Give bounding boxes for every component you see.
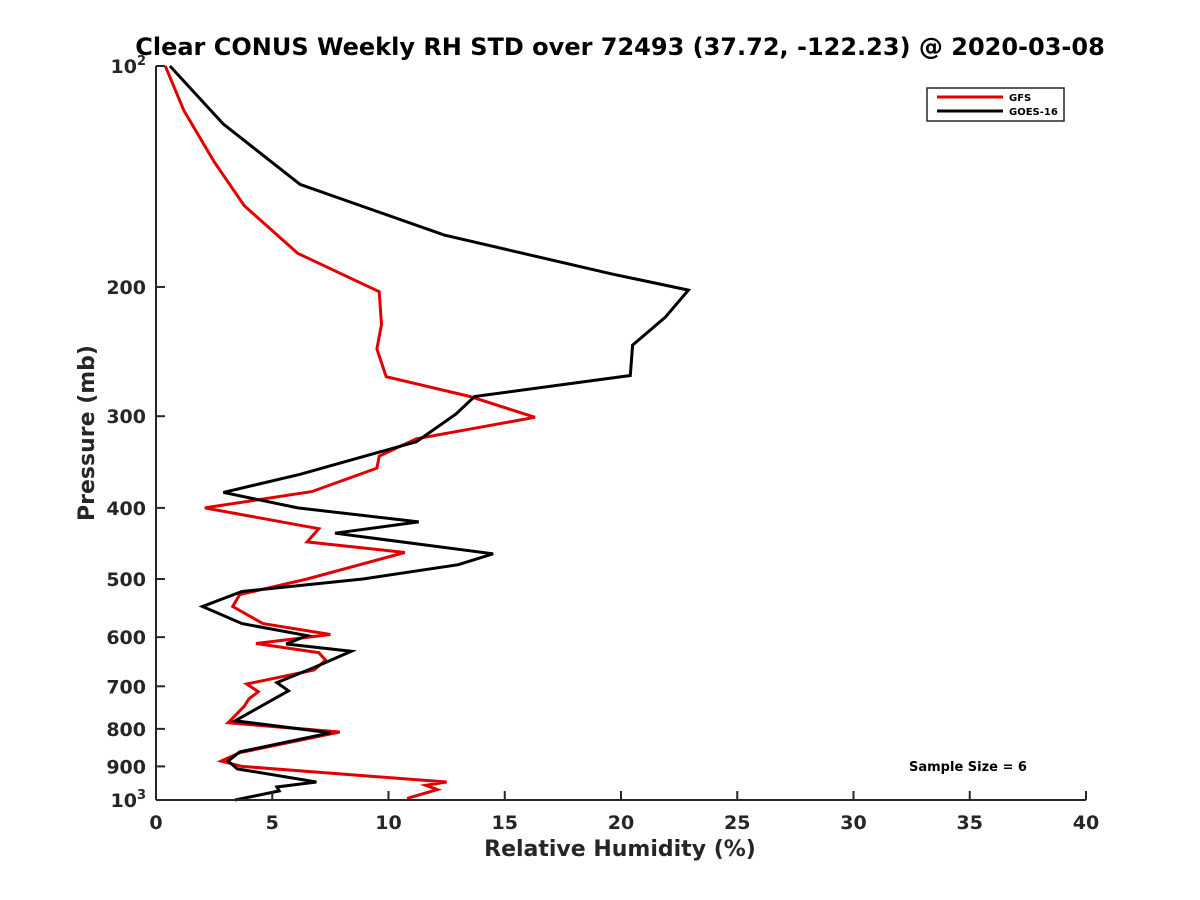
legend-box — [926, 87, 1065, 122]
sample-size-annotation: Sample Size = 6 — [909, 760, 1027, 775]
y-tick-label: 500 — [106, 569, 146, 591]
x-tick-label: 20 — [608, 812, 634, 834]
series-layer — [163, 64, 692, 802]
x-tick-label: 30 — [840, 812, 866, 834]
y-axis-label: Pressure (mb) — [75, 345, 100, 521]
y-tick-label: 102 — [111, 54, 147, 78]
y-tick-label: 103 — [111, 788, 147, 812]
x-tick-label: 40 — [1073, 812, 1099, 834]
y-tick-label: 600 — [106, 627, 146, 649]
x-axis-label: Relative Humidity (%) — [484, 837, 756, 862]
x-tick-label: 25 — [724, 812, 750, 834]
legend-label-goes-16: GOES-16 — [1009, 107, 1058, 118]
y-tick-label: 300 — [106, 406, 146, 428]
series-line-goes-16 — [168, 64, 692, 802]
y-tick-label: 700 — [106, 676, 146, 698]
legend: GFS GOES-16 — [926, 87, 1065, 122]
y-tick-label: 200 — [106, 277, 146, 299]
x-tick-label: 10 — [375, 812, 401, 834]
x-tick-label: 5 — [266, 812, 279, 834]
y-tick-label: 800 — [106, 719, 146, 741]
legend-label-gfs: GFS — [1009, 93, 1031, 104]
x-tick-label: 35 — [957, 812, 983, 834]
y-tick-label: 900 — [106, 756, 146, 778]
x-tick-label: 0 — [149, 812, 162, 834]
y-tick-label: 400 — [106, 498, 146, 520]
x-tick-label: 15 — [492, 812, 518, 834]
axes-layer: 0 5 10 15 20 25 30 35 40 102 200 300 400 500 600 700 800… — [106, 54, 1099, 834]
chart-title: Clear CONUS Weekly RH STD over 72493 (37… — [135, 33, 1105, 61]
